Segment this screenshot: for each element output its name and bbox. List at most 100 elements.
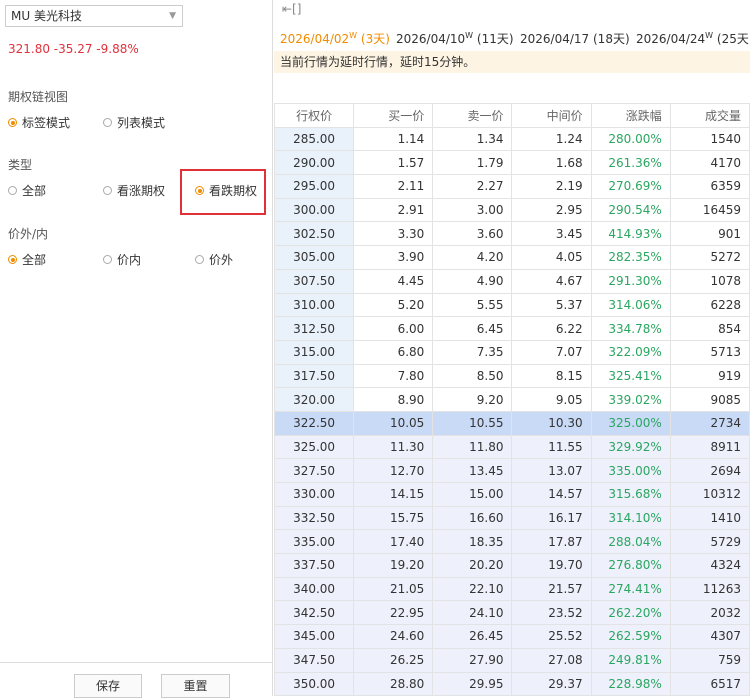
cell: 312.50 <box>273 316 355 341</box>
cell: 7.07 <box>511 339 592 365</box>
cell: 334.78% <box>590 316 671 341</box>
highlight-box <box>180 169 266 215</box>
chain-row[interactable]: 342.50 22.95 24.10 23.52 262.20% 2032 <box>273 600 750 626</box>
chain-row[interactable]: 302.50 3.30 3.60 3.45 414.93% 901 <box>273 221 750 247</box>
cell: 4.67 <box>511 268 592 294</box>
cell: 901 <box>669 221 750 247</box>
expiry-tab[interactable]: 2026/04/02W (3天) <box>280 30 390 47</box>
chain-row[interactable]: 345.00 24.60 26.45 25.52 262.59% 4307 <box>273 624 750 649</box>
cell: 320.00 <box>273 387 355 412</box>
cell: 5.37 <box>511 292 592 318</box>
cell: 335.00% <box>590 458 671 483</box>
chain-row[interactable]: 335.00 17.40 18.35 17.87 288.04% 5729 <box>273 529 750 555</box>
cell: 25.52 <box>511 624 592 649</box>
column-header: 中间价 <box>511 103 592 128</box>
cell: 302.50 <box>273 221 355 247</box>
cell: 11263 <box>669 576 750 602</box>
cell: 759 <box>669 647 750 673</box>
cell: 290.54% <box>590 197 671 223</box>
reset-button[interactable]: 重置 <box>161 674 230 698</box>
cell: 19.70 <box>511 553 592 578</box>
tab-days: (18天) <box>593 32 630 46</box>
cell: 307.50 <box>273 268 355 294</box>
chain-row[interactable]: 305.00 3.90 4.20 4.05 282.35% 5272 <box>273 245 750 270</box>
radio-dot <box>103 186 112 195</box>
cell: 14.15 <box>353 482 434 507</box>
chain-row[interactable]: 350.00 28.80 29.95 29.37 228.98% 6517 <box>273 671 750 697</box>
radio-dot <box>103 255 112 264</box>
chain-row[interactable]: 315.00 6.80 7.35 7.07 322.09% 5713 <box>273 339 750 365</box>
cell: 3.45 <box>511 221 592 247</box>
cell: 3.00 <box>432 197 513 223</box>
cell: 340.00 <box>273 576 355 602</box>
chain-row[interactable]: 347.50 26.25 27.90 27.08 249.81% 759 <box>273 647 750 673</box>
radio-option[interactable]: 全部 <box>8 182 46 199</box>
radio-option[interactable]: 看跌期权 <box>195 182 257 199</box>
cell: 249.81% <box>590 647 671 673</box>
tab-date: 2026/04/17 <box>520 32 590 46</box>
collapse-icon[interactable]: ⇤[] <box>282 2 302 16</box>
cell: 8.15 <box>511 363 592 389</box>
chain-row[interactable]: 327.50 12.70 13.45 13.07 335.00% 2694 <box>273 458 750 483</box>
cell: 4324 <box>669 553 750 578</box>
cell: 1.14 <box>353 126 434 152</box>
chain-row[interactable]: 325.00 11.30 11.80 11.55 329.92% 8911 <box>273 434 750 460</box>
radio-label: 价外 <box>209 253 234 267</box>
radio-option[interactable]: 看涨期权 <box>103 182 165 199</box>
cell: 4.90 <box>432 268 513 294</box>
radio-option[interactable]: 列表模式 <box>103 114 165 131</box>
chain-row[interactable]: 317.50 7.80 8.50 8.15 325.41% 919 <box>273 363 750 389</box>
cell: 4170 <box>669 150 750 176</box>
expiry-tab[interactable]: 2026/04/24W (25天) <box>636 30 750 47</box>
tab-days: (11天) <box>476 32 514 46</box>
cell: 10.55 <box>432 410 513 436</box>
cell: 282.35% <box>590 245 671 270</box>
cell: 270.69% <box>590 174 671 199</box>
cell: 322.09% <box>590 339 671 365</box>
cell: 22.95 <box>353 600 434 626</box>
cell: 12.70 <box>353 458 434 483</box>
cell: 1.57 <box>353 150 434 176</box>
cell: 274.41% <box>590 576 671 602</box>
radio-option[interactable]: 价内 <box>103 251 141 268</box>
chain-row[interactable]: 307.50 4.45 4.90 4.67 291.30% 1078 <box>273 268 750 294</box>
cell: 228.98% <box>590 671 671 697</box>
cell: 10.30 <box>511 410 592 436</box>
cell: 6.45 <box>432 316 513 341</box>
cell: 5.55 <box>432 292 513 318</box>
cell: 2.27 <box>432 174 513 199</box>
chain-row[interactable]: 332.50 15.75 16.60 16.17 314.10% 1410 <box>273 505 750 531</box>
expiry-tab[interactable]: 2026/04/10W (11天) <box>396 30 514 47</box>
cell: 280.00% <box>590 126 671 152</box>
radio-option[interactable]: 标签模式 <box>8 114 70 131</box>
chain-row[interactable]: 312.50 6.00 6.45 6.22 334.78% 854 <box>273 316 750 341</box>
expiry-tab[interactable]: 2026/04/17 (18天) <box>520 30 630 47</box>
chain-row[interactable]: 290.00 1.57 1.79 1.68 261.36% 4170 <box>273 150 750 176</box>
cell: 26.25 <box>353 647 434 673</box>
radio-option[interactable]: 价外 <box>195 251 233 268</box>
cell: 2.95 <box>511 197 592 223</box>
chain-row[interactable]: 330.00 14.15 15.00 14.57 315.68% 10312 <box>273 482 750 507</box>
chain-row[interactable]: 320.00 8.90 9.20 9.05 339.02% 9085 <box>273 387 750 412</box>
radio-option[interactable]: 全部 <box>8 251 46 268</box>
cell: 347.50 <box>273 647 355 673</box>
chain-row[interactable]: 295.00 2.11 2.27 2.19 270.69% 6359 <box>273 174 750 199</box>
chain-row[interactable]: 340.00 21.05 22.10 21.57 274.41% 11263 <box>273 576 750 602</box>
cell: 6.22 <box>511 316 592 341</box>
chain-row[interactable]: 322.50 10.05 10.55 10.30 325.00% 2734 <box>273 410 750 436</box>
chain-row[interactable]: 285.00 1.14 1.34 1.24 280.00% 1540 <box>273 126 750 152</box>
cell: 18.35 <box>432 529 513 555</box>
chain-row[interactable]: 300.00 2.91 3.00 2.95 290.54% 16459 <box>273 197 750 223</box>
cell: 17.40 <box>353 529 434 555</box>
cell: 24.60 <box>353 624 434 649</box>
chain-row[interactable]: 337.50 19.20 20.20 19.70 276.80% 4324 <box>273 553 750 578</box>
save-button[interactable]: 保存 <box>74 674 142 698</box>
section-title: 价外/内 <box>8 227 49 241</box>
cell: 2.91 <box>353 197 434 223</box>
symbol-select[interactable]: MU 美光科技 ▼ <box>5 5 183 27</box>
chain-table: 行权价 买一价 卖一价 中间价 涨跌幅 成交量 285.00 1.14 1.34 1.24 280.… <box>273 103 750 697</box>
cell: 2.11 <box>353 174 434 199</box>
chain-row[interactable]: 310.00 5.20 5.55 5.37 314.06% 6228 <box>273 292 750 318</box>
radio-label: 全部 <box>22 253 47 267</box>
